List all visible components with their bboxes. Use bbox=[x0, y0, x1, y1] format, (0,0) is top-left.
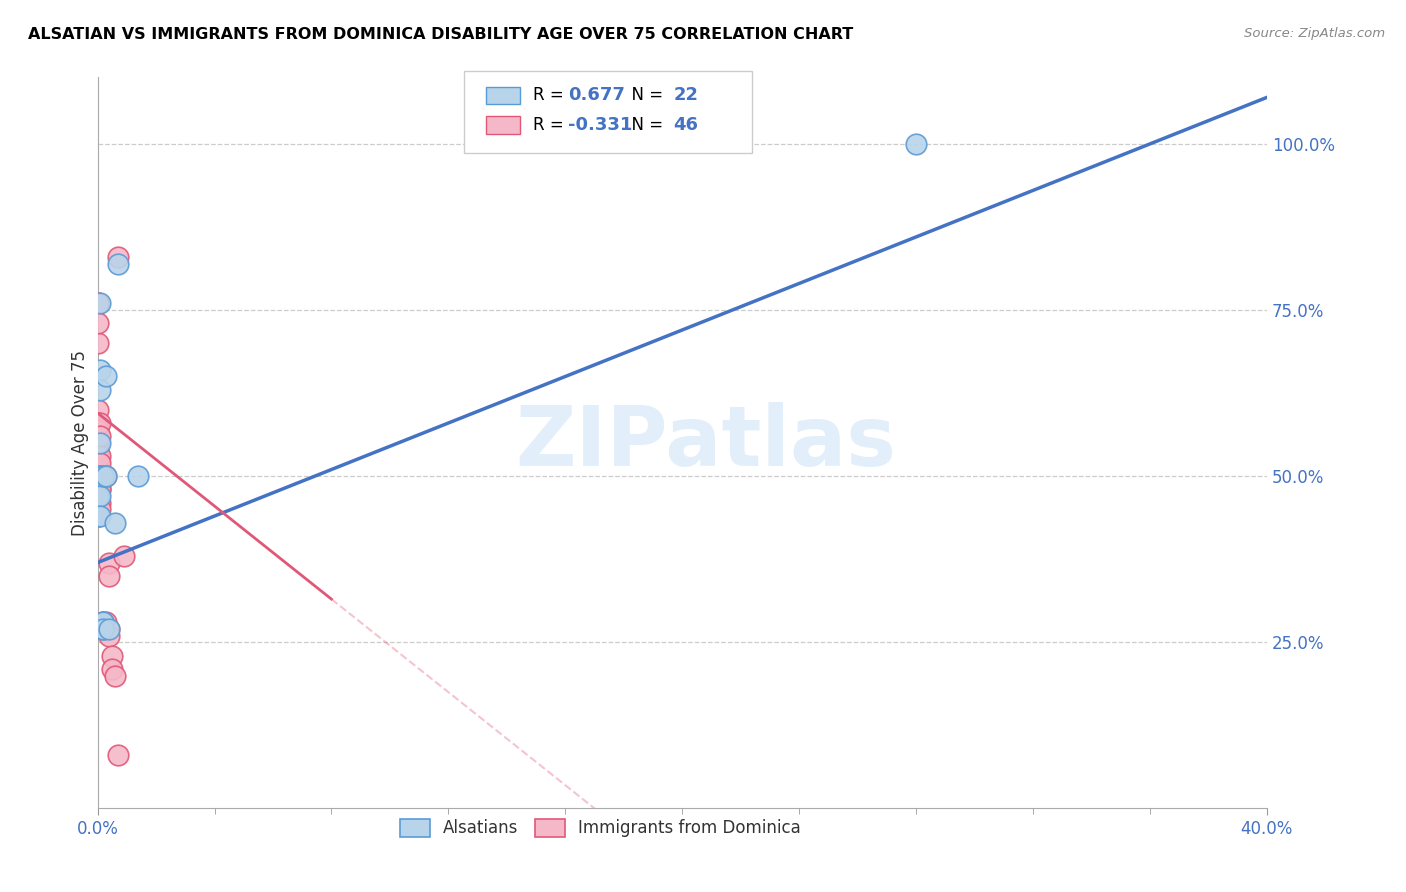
Point bbox=[89, 475, 111, 490]
Point bbox=[107, 256, 129, 270]
Point bbox=[86, 456, 108, 470]
Point bbox=[86, 296, 108, 310]
Point bbox=[93, 622, 115, 636]
Text: 0.677: 0.677 bbox=[568, 87, 624, 104]
Point bbox=[98, 629, 121, 643]
Point bbox=[128, 469, 150, 483]
Text: R =: R = bbox=[533, 116, 569, 134]
Point bbox=[86, 416, 108, 430]
Legend: Alsatians, Immigrants from Dominica: Alsatians, Immigrants from Dominica bbox=[394, 812, 808, 844]
Text: 22: 22 bbox=[673, 87, 699, 104]
Point bbox=[89, 429, 111, 443]
Point bbox=[96, 615, 118, 630]
Point bbox=[89, 469, 111, 483]
Point bbox=[93, 615, 115, 630]
Point bbox=[89, 449, 111, 463]
Point bbox=[107, 250, 129, 264]
Point bbox=[86, 509, 108, 524]
Point bbox=[96, 469, 118, 483]
Point bbox=[86, 469, 108, 483]
Point bbox=[89, 296, 111, 310]
Point bbox=[89, 416, 111, 430]
Point bbox=[98, 556, 121, 570]
Text: N =: N = bbox=[621, 87, 669, 104]
Point bbox=[93, 622, 115, 636]
Point bbox=[89, 496, 111, 510]
Point bbox=[89, 509, 111, 524]
Point bbox=[98, 622, 121, 636]
Point bbox=[86, 436, 108, 450]
Point bbox=[86, 316, 108, 330]
Point bbox=[86, 423, 108, 437]
Point bbox=[86, 469, 108, 483]
Point bbox=[93, 469, 115, 483]
Point bbox=[93, 622, 115, 636]
Text: R =: R = bbox=[533, 87, 569, 104]
Point bbox=[89, 483, 111, 497]
Point bbox=[107, 748, 129, 763]
Point bbox=[96, 622, 118, 636]
Point bbox=[905, 136, 928, 151]
Point bbox=[89, 502, 111, 516]
Point bbox=[89, 363, 111, 377]
Point bbox=[86, 509, 108, 524]
Point bbox=[89, 383, 111, 397]
Point bbox=[89, 436, 111, 450]
Y-axis label: Disability Age Over 75: Disability Age Over 75 bbox=[72, 350, 89, 536]
Point bbox=[86, 456, 108, 470]
Point bbox=[89, 456, 111, 470]
Text: N =: N = bbox=[621, 116, 669, 134]
Point bbox=[93, 622, 115, 636]
Point bbox=[89, 469, 111, 483]
Point bbox=[86, 402, 108, 417]
Text: Source: ZipAtlas.com: Source: ZipAtlas.com bbox=[1244, 27, 1385, 40]
Text: ALSATIAN VS IMMIGRANTS FROM DOMINICA DISABILITY AGE OVER 75 CORRELATION CHART: ALSATIAN VS IMMIGRANTS FROM DOMINICA DIS… bbox=[28, 27, 853, 42]
Point bbox=[96, 369, 118, 384]
Point bbox=[86, 449, 108, 463]
Point bbox=[101, 662, 124, 676]
Point bbox=[93, 615, 115, 630]
Point bbox=[98, 569, 121, 583]
Point bbox=[104, 516, 127, 530]
Point bbox=[101, 648, 124, 663]
Text: ZIPatlas: ZIPatlas bbox=[515, 402, 896, 483]
Point bbox=[86, 336, 108, 351]
Point bbox=[86, 489, 108, 503]
Text: -0.331: -0.331 bbox=[568, 116, 633, 134]
Point bbox=[86, 475, 108, 490]
Point bbox=[86, 462, 108, 476]
Point bbox=[86, 296, 108, 310]
Point bbox=[96, 469, 118, 483]
Point bbox=[86, 489, 108, 503]
Point bbox=[86, 462, 108, 476]
Text: 46: 46 bbox=[673, 116, 699, 134]
Point bbox=[104, 668, 127, 682]
Point bbox=[89, 483, 111, 497]
Point bbox=[112, 549, 135, 563]
Point bbox=[89, 489, 111, 503]
Point bbox=[86, 442, 108, 457]
Point bbox=[86, 483, 108, 497]
Point bbox=[93, 615, 115, 630]
Point bbox=[98, 622, 121, 636]
Point bbox=[89, 469, 111, 483]
